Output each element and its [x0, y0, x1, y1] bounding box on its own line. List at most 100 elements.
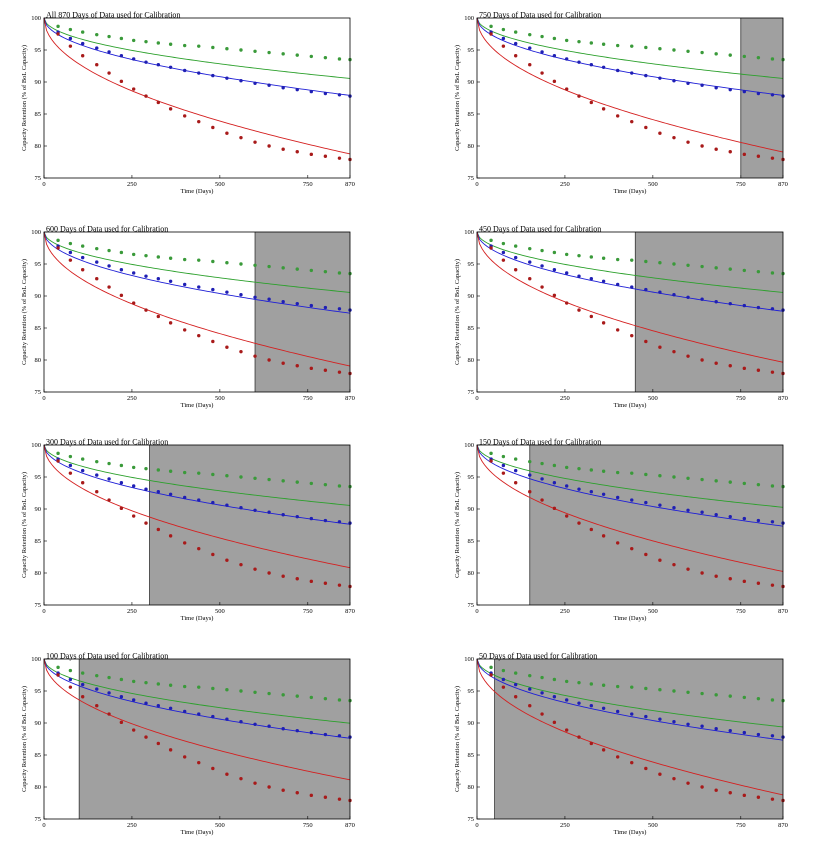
- data-point-blue: [564, 698, 569, 702]
- data-point-green: [714, 266, 718, 270]
- fit-line-blue: [43, 444, 351, 525]
- y-tick-label: 80: [468, 784, 475, 791]
- data-point-red: [239, 135, 243, 140]
- fit-line-red: [476, 658, 784, 796]
- data-point-green: [253, 263, 257, 267]
- data-point-blue: [182, 709, 187, 714]
- data-point-red: [95, 63, 99, 67]
- y-tick-label: 100: [31, 229, 41, 236]
- data-point-green: [728, 267, 732, 271]
- data-point-green: [742, 695, 747, 700]
- data-point-green: [131, 252, 136, 257]
- plot-frame: [43, 17, 351, 179]
- data-point-red: [168, 748, 173, 752]
- data-point-blue: [225, 76, 229, 80]
- x-tick-label: 0: [42, 608, 45, 615]
- data-point-red: [323, 795, 328, 799]
- y-tick-label: 75: [468, 816, 475, 823]
- y-axis-label: Capacity Retention (% of BoL Capacity): [454, 45, 461, 151]
- data-point-green: [131, 38, 136, 43]
- x-axis-label: Time (Days): [181, 615, 214, 622]
- chart-title: All 870 Days of Data used for Calibratio…: [46, 11, 180, 20]
- data-point-blue: [144, 274, 148, 278]
- data-point-blue: [168, 706, 173, 710]
- data-point-green: [577, 680, 581, 685]
- x-tick-label: 500: [648, 608, 658, 615]
- data-point-red: [513, 481, 518, 485]
- data-point-blue: [80, 468, 85, 473]
- data-point-blue: [131, 271, 136, 275]
- data-point-red: [267, 358, 271, 362]
- data-point-blue: [644, 714, 648, 719]
- y-tick-label: 75: [35, 816, 42, 823]
- x-tick-label: 870: [778, 822, 788, 829]
- data-point-blue: [742, 730, 747, 735]
- data-point-green: [239, 48, 243, 52]
- data-point-blue: [68, 250, 73, 255]
- data-point-green: [540, 675, 544, 680]
- y-tick-label: 100: [464, 15, 474, 22]
- data-point-red: [182, 755, 187, 759]
- data-point-green: [182, 470, 187, 475]
- data-point-green: [267, 264, 271, 269]
- x-tick-label: 870: [778, 608, 788, 615]
- data-point-blue: [239, 720, 243, 724]
- data-point-red: [131, 301, 136, 305]
- data-point-blue: [253, 81, 257, 85]
- data-point-blue: [564, 271, 569, 275]
- data-point-blue: [309, 89, 314, 94]
- data-point-green: [615, 43, 620, 48]
- data-point-blue: [211, 714, 215, 719]
- data-point-red: [253, 140, 257, 144]
- data-point-red: [56, 32, 60, 36]
- data-point-red: [323, 581, 328, 585]
- data-point-red: [756, 795, 761, 799]
- data-point-red: [686, 781, 690, 785]
- data-point-blue: [156, 63, 161, 67]
- data-point-blue: [131, 484, 136, 488]
- data-point-red: [615, 114, 620, 118]
- data-point-blue: [630, 712, 634, 716]
- data-point-green: [144, 680, 148, 685]
- data-point-green: [68, 454, 73, 459]
- data-point-green: [601, 256, 606, 260]
- data-point-blue: [658, 76, 662, 80]
- data-point-blue: [686, 508, 690, 512]
- chart-panel-3: 600 Days of Data used for Calibration 0 25…: [21, 225, 355, 410]
- data-point-green: [95, 673, 99, 678]
- data-point-green: [770, 484, 775, 488]
- data-point-red: [144, 94, 148, 98]
- data-point-red: [540, 712, 544, 716]
- data-point-green: [644, 472, 648, 477]
- data-point-red: [589, 100, 594, 105]
- x-tick-label: 250: [127, 608, 137, 615]
- data-point-blue: [644, 287, 648, 292]
- data-point-blue: [552, 268, 557, 272]
- x-axis-label: Time (Days): [614, 188, 647, 195]
- data-point-blue: [68, 463, 73, 468]
- data-point-red: [589, 527, 594, 532]
- data-point-blue: [253, 295, 257, 299]
- data-point-green: [601, 42, 606, 46]
- data-point-blue: [267, 510, 271, 514]
- data-point-blue: [211, 500, 215, 505]
- data-point-green: [728, 480, 732, 484]
- data-point-red: [513, 54, 518, 58]
- data-point-green: [182, 684, 187, 689]
- data-point-blue: [309, 730, 314, 735]
- data-point-red: [552, 79, 557, 84]
- data-point-green: [686, 49, 690, 53]
- data-point-green: [80, 457, 85, 461]
- data-point-green: [501, 27, 506, 32]
- data-point-green: [589, 682, 594, 686]
- data-point-red: [714, 788, 718, 792]
- data-point-blue: [658, 717, 662, 721]
- data-point-red: [168, 107, 173, 111]
- data-point-red: [601, 321, 606, 325]
- data-point-red: [182, 114, 187, 118]
- data-point-green: [540, 461, 544, 466]
- x-tick-label: 0: [475, 608, 478, 615]
- data-point-blue: [601, 706, 606, 710]
- y-tick-label: 100: [31, 656, 41, 663]
- fit-line-blue: [476, 658, 784, 741]
